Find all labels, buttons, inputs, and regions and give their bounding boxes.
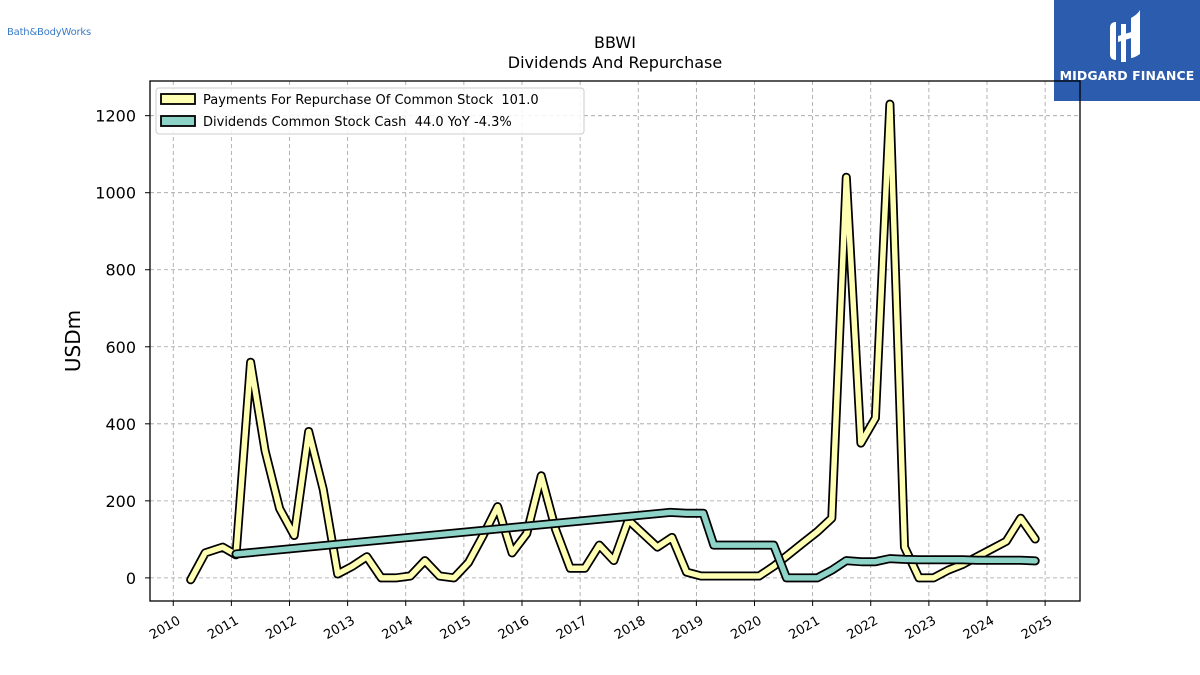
- x-tick-label: 2021: [786, 613, 822, 643]
- series-line-payments-for-repurchase-of-common-stock: [187, 101, 1038, 583]
- legend-swatch-repurchase: [160, 93, 196, 105]
- x-tick-label: 2017: [554, 613, 590, 643]
- x-tick-label: 2019: [670, 613, 706, 643]
- legend: Payments For Repurchase Of Common Stock …: [155, 87, 585, 135]
- series-outline-payments-for-repurchase-of-common-stock: [186, 99, 1040, 585]
- x-tick-label: 2013: [321, 613, 357, 643]
- x-tick-label: 2011: [205, 613, 241, 643]
- y-tick-label: 0: [126, 569, 136, 588]
- legend-label-dividends: Dividends Common Stock Cash 44.0 YoY -4.…: [203, 115, 512, 130]
- x-tick-label: 2022: [845, 613, 881, 643]
- x-tick-label: 2015: [438, 613, 474, 643]
- y-tick-label: 1200: [95, 107, 136, 126]
- y-tick-label: 1000: [95, 184, 136, 203]
- x-tick-label: 2010: [147, 613, 183, 643]
- y-tick-label: 400: [105, 415, 136, 434]
- legend-swatch-dividends: [160, 115, 196, 127]
- grid: [150, 81, 1080, 601]
- x-tick-label: 2020: [728, 613, 764, 643]
- chart-title: BBWI: [594, 33, 636, 52]
- chart-subtitle: Dividends And Repurchase: [508, 53, 722, 72]
- x-tick-label: 2018: [612, 613, 648, 643]
- series-line-dividends-common-stock-cash: [233, 509, 1038, 581]
- legend-box: [155, 87, 585, 135]
- plot-frame: [149, 80, 1081, 602]
- x-tick-label: 2025: [1019, 613, 1055, 643]
- x-tick-label: 2023: [903, 613, 939, 643]
- plot-series: [186, 99, 1040, 585]
- midgard-logo-icon: [1110, 10, 1140, 62]
- y-tick-label: 600: [105, 338, 136, 357]
- x-tick-label: 2024: [961, 613, 997, 643]
- company-logo: Bath&BodyWorks: [7, 27, 92, 38]
- x-tick-label: 2014: [380, 613, 416, 643]
- x-tick-label: 2016: [496, 613, 532, 643]
- x-tick-label: 2012: [263, 613, 299, 643]
- brand-logo: MIDGARD FINANCE: [1054, 0, 1200, 101]
- y-axis-label: USDm: [61, 310, 85, 372]
- y-tick-label: 200: [105, 492, 136, 511]
- y-tick-label: 800: [105, 261, 136, 280]
- brand-name: MIDGARD FINANCE: [1059, 68, 1195, 83]
- legend-label-repurchase: Payments For Repurchase Of Common Stock …: [203, 93, 539, 108]
